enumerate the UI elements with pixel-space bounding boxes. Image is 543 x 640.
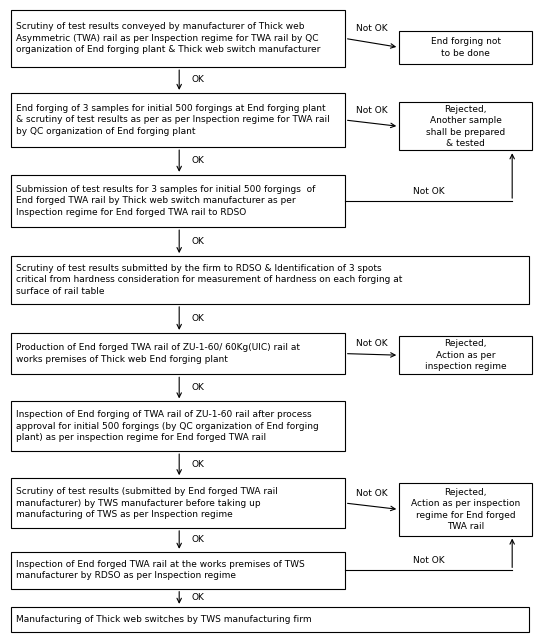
Text: Production of End forged TWA rail of ZU-1-60/ 60Kg(UIC) rail at
works premises o: Production of End forged TWA rail of ZU-… bbox=[16, 344, 300, 364]
Text: OK: OK bbox=[191, 460, 204, 469]
Text: End forging not
to be done: End forging not to be done bbox=[431, 37, 501, 58]
Text: Not OK: Not OK bbox=[413, 187, 444, 196]
Text: OK: OK bbox=[191, 314, 204, 323]
Text: OK: OK bbox=[191, 593, 204, 602]
Text: Scrutiny of test results (submitted by End forged TWA rail
manufacturer) by TWS : Scrutiny of test results (submitted by E… bbox=[16, 487, 278, 519]
Text: Not OK: Not OK bbox=[356, 339, 388, 348]
Text: OK: OK bbox=[191, 156, 204, 166]
FancyBboxPatch shape bbox=[11, 607, 529, 632]
Text: Scrutiny of test results conveyed by manufacturer of Thick web
Asymmetric (TWA) : Scrutiny of test results conveyed by man… bbox=[16, 22, 321, 54]
Text: Not OK: Not OK bbox=[356, 24, 388, 33]
Text: OK: OK bbox=[191, 383, 204, 392]
FancyBboxPatch shape bbox=[399, 336, 532, 374]
Text: Not OK: Not OK bbox=[413, 556, 444, 565]
Text: Inspection of End forging of TWA rail of ZU-1-60 rail after process
approval for: Inspection of End forging of TWA rail of… bbox=[16, 410, 319, 442]
FancyBboxPatch shape bbox=[11, 333, 345, 374]
Text: Inspection of End forged TWA rail at the works premises of TWS
manufacturer by R: Inspection of End forged TWA rail at the… bbox=[16, 560, 305, 580]
Text: Submission of test results for 3 samples for initial 500 forgings  of
End forged: Submission of test results for 3 samples… bbox=[16, 185, 315, 217]
Text: Not OK: Not OK bbox=[356, 489, 388, 498]
Text: OK: OK bbox=[191, 237, 204, 246]
Text: Rejected,
Action as per
inspection regime: Rejected, Action as per inspection regim… bbox=[425, 339, 507, 371]
Text: Rejected,
Another sample
shall be prepared
& tested: Rejected, Another sample shall be prepar… bbox=[426, 105, 505, 148]
FancyBboxPatch shape bbox=[399, 102, 532, 150]
Text: End forging of 3 samples for initial 500 forgings at End forging plant
& scrutin: End forging of 3 samples for initial 500… bbox=[16, 104, 330, 136]
FancyBboxPatch shape bbox=[11, 256, 529, 304]
Text: Not OK: Not OK bbox=[356, 106, 388, 115]
FancyBboxPatch shape bbox=[11, 93, 345, 147]
Text: OK: OK bbox=[191, 535, 204, 545]
Text: OK: OK bbox=[191, 76, 204, 84]
Text: Manufacturing of Thick web switches by TWS manufacturing firm: Manufacturing of Thick web switches by T… bbox=[16, 615, 312, 624]
FancyBboxPatch shape bbox=[11, 552, 345, 589]
FancyBboxPatch shape bbox=[399, 31, 532, 64]
FancyBboxPatch shape bbox=[11, 10, 345, 67]
FancyBboxPatch shape bbox=[11, 401, 345, 451]
Text: Rejected,
Action as per inspection
regime for End forged
TWA rail: Rejected, Action as per inspection regim… bbox=[411, 488, 520, 531]
FancyBboxPatch shape bbox=[11, 478, 345, 528]
FancyBboxPatch shape bbox=[11, 175, 345, 227]
Text: Scrutiny of test results submitted by the firm to RDSO & Identification of 3 spo: Scrutiny of test results submitted by th… bbox=[16, 264, 403, 296]
FancyBboxPatch shape bbox=[399, 483, 532, 536]
